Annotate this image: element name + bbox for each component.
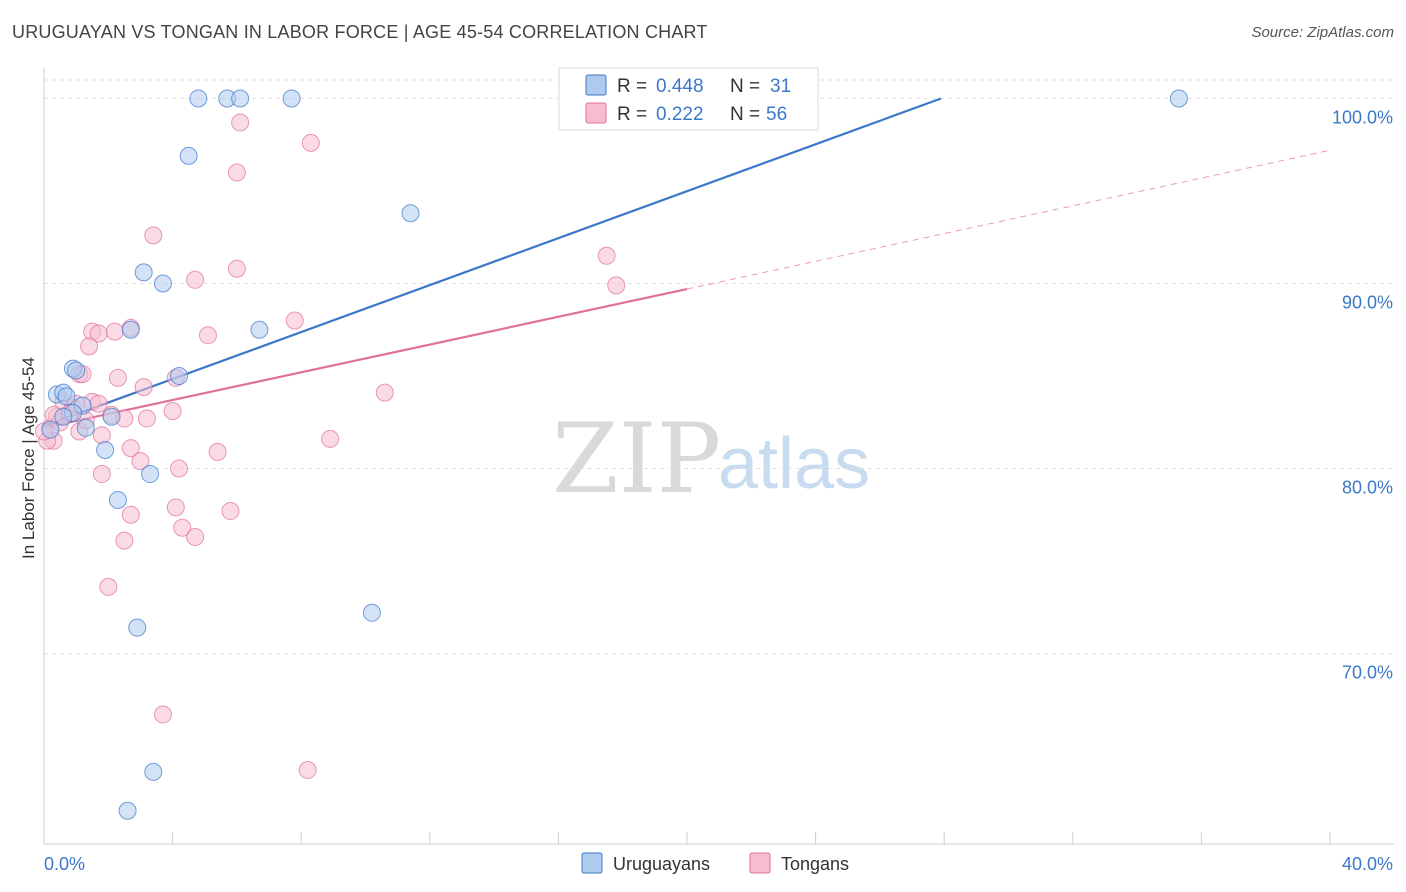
point-uruguayans	[401, 204, 420, 223]
data-points	[35, 89, 1188, 820]
y-tick-label: 100.0%	[1332, 108, 1393, 128]
y-tick-label: 90.0%	[1342, 293, 1393, 313]
point-tongans	[375, 383, 394, 402]
point-uruguayans	[141, 465, 160, 484]
point-uruguayans	[54, 407, 73, 426]
x-tick-label-max: 40.0%	[1342, 854, 1393, 874]
legend-swatch-uruguayans	[585, 74, 607, 96]
legend-r-label-2: R =	[617, 104, 647, 125]
point-uruguayans	[76, 418, 95, 437]
point-tongans	[227, 163, 246, 182]
point-tongans	[285, 311, 304, 330]
bottom-legend-label-tongans: Tongans	[781, 854, 849, 874]
point-uruguayans	[1169, 89, 1188, 108]
legend-r-value-2: 0.222	[656, 104, 704, 125]
point-tongans	[80, 337, 99, 356]
point-tongans	[231, 113, 250, 132]
bottom-legend-label-uruguayans: Uruguayans	[613, 854, 710, 874]
point-tongans	[99, 577, 118, 596]
legend-r-value-1: 0.448	[656, 76, 704, 97]
point-uruguayans	[134, 263, 153, 282]
point-tongans	[144, 226, 163, 245]
bottom-legend-swatch-uruguayans	[581, 852, 603, 874]
point-uruguayans	[102, 407, 121, 426]
x-tick-labels: 0.0% 40.0%	[44, 854, 1393, 874]
point-uruguayans	[250, 320, 269, 339]
legend-n-label-1: N =	[730, 76, 760, 97]
trend-extension-tongans	[686, 149, 1331, 290]
point-tongans	[92, 465, 111, 484]
point-tongans	[89, 324, 108, 343]
point-tongans	[163, 402, 182, 421]
point-tongans	[173, 518, 192, 537]
y-axis-title: In Labor Force | Age 45-54	[19, 357, 38, 559]
point-uruguayans	[128, 618, 147, 637]
point-uruguayans	[231, 89, 250, 108]
legend-n-label-2: N =	[730, 104, 760, 125]
point-tongans	[186, 270, 205, 289]
point-tongans	[131, 452, 150, 471]
point-uruguayans	[189, 89, 208, 108]
y-tick-label: 70.0%	[1342, 663, 1393, 683]
x-tick-label-min: 0.0%	[44, 854, 85, 874]
point-tongans	[221, 502, 240, 521]
trend-line-uruguayans	[43, 97, 942, 427]
point-uruguayans	[57, 387, 76, 406]
point-uruguayans	[153, 274, 172, 293]
point-tongans	[105, 322, 124, 341]
y-tick-label: 80.0%	[1342, 478, 1393, 498]
point-tongans	[166, 498, 185, 517]
point-uruguayans	[41, 420, 60, 439]
point-tongans	[121, 505, 140, 524]
watermark-zip: ZIP	[552, 403, 721, 515]
point-uruguayans	[179, 146, 198, 165]
point-tongans	[92, 426, 111, 445]
legend-n-value-2: 56	[766, 104, 787, 125]
correlation-legend: R = 0.448 N = 31 R = 0.222 N = 56	[558, 67, 819, 131]
bottom-legend-swatch-tongans	[749, 852, 771, 874]
legend-n-value-1: 31	[770, 76, 791, 97]
point-tongans	[301, 133, 320, 152]
point-tongans	[137, 409, 156, 428]
point-uruguayans	[121, 320, 140, 339]
point-uruguayans	[118, 801, 137, 820]
point-uruguayans	[96, 441, 115, 459]
watermark-atlas: atlas	[718, 424, 870, 504]
point-uruguayans	[170, 367, 189, 385]
point-uruguayans	[282, 89, 301, 108]
point-tongans	[186, 527, 205, 546]
point-tongans	[321, 429, 340, 448]
trend-line-tongans	[43, 287, 688, 429]
point-tongans	[121, 439, 140, 458]
point-uruguayans	[144, 762, 163, 781]
point-tongans	[208, 442, 227, 461]
point-uruguayans	[108, 490, 127, 509]
point-tongans	[607, 276, 626, 295]
point-tongans	[597, 246, 616, 265]
point-tongans	[153, 705, 172, 724]
point-uruguayans	[362, 603, 381, 622]
legend-swatch-tongans	[585, 102, 607, 124]
point-tongans	[170, 459, 189, 478]
source-credit: Source: ZipAtlas.com	[1251, 24, 1394, 41]
point-tongans	[108, 368, 127, 387]
point-tongans	[115, 531, 134, 550]
axes	[43, 68, 1394, 845]
y-tick-labels: 70.0% 80.0% 90.0% 100.0%	[1332, 108, 1393, 683]
trend-lines	[43, 97, 1331, 429]
point-tongans	[227, 259, 246, 278]
chart-title: URUGUAYAN VS TONGAN IN LABOR FORCE | AGE…	[12, 22, 708, 42]
point-tongans	[198, 326, 217, 345]
series-legend: Uruguayans Tongans	[581, 852, 849, 874]
point-tongans	[298, 761, 317, 780]
gridlines	[44, 79, 1394, 654]
point-tongans	[134, 378, 153, 397]
point-uruguayans	[67, 361, 86, 380]
legend-r-label-1: R =	[617, 76, 647, 97]
